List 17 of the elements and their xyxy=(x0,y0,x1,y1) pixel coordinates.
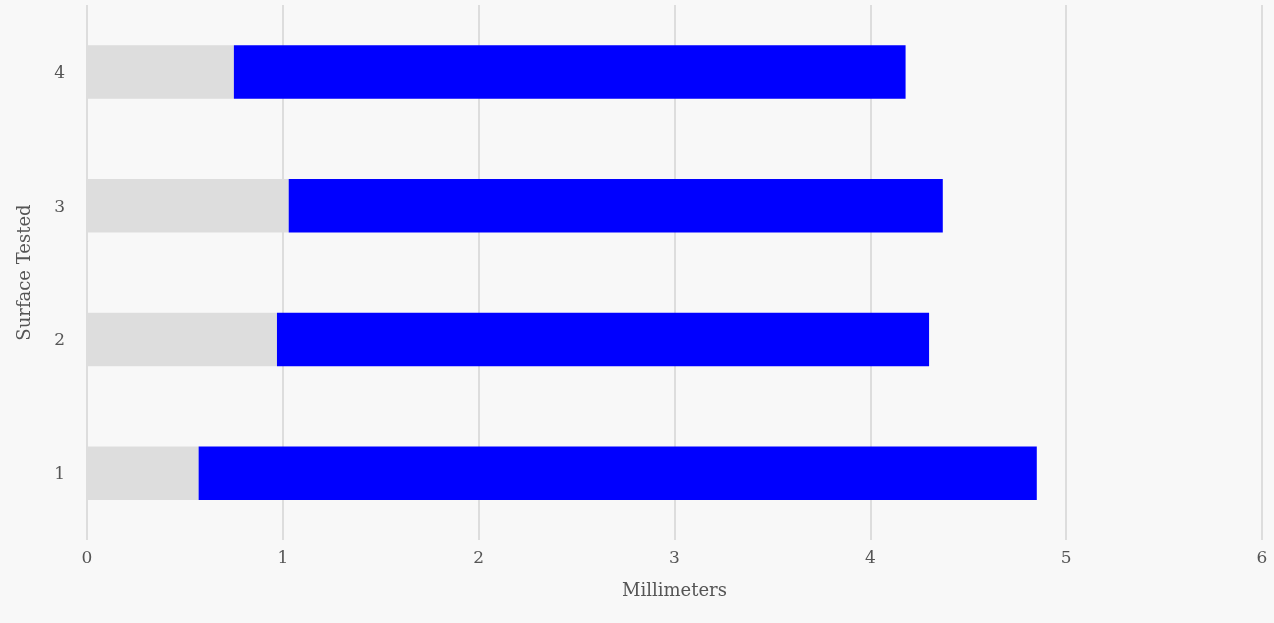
x-tick-label: 0 xyxy=(81,546,93,567)
y-tick-label: 2 xyxy=(54,329,65,350)
x-tick-label: 5 xyxy=(1060,546,1072,567)
bar xyxy=(233,45,906,99)
y-tick-label: 3 xyxy=(54,195,65,216)
y-tick-label: 1 xyxy=(54,463,65,484)
x-tick-label: 3 xyxy=(669,546,680,567)
y-tick-label: 4 xyxy=(54,61,65,82)
bar xyxy=(276,312,930,367)
bar xyxy=(288,178,943,233)
x-axis-title: Millimeters xyxy=(622,578,727,600)
bar xyxy=(198,446,1037,500)
y-axis-title: Surface Tested xyxy=(12,204,34,341)
x-tick-label: 1 xyxy=(277,546,289,567)
x-tick-label: 4 xyxy=(864,546,876,567)
x-tick-label: 6 xyxy=(1256,546,1268,567)
x-tick-label: 2 xyxy=(473,546,485,567)
